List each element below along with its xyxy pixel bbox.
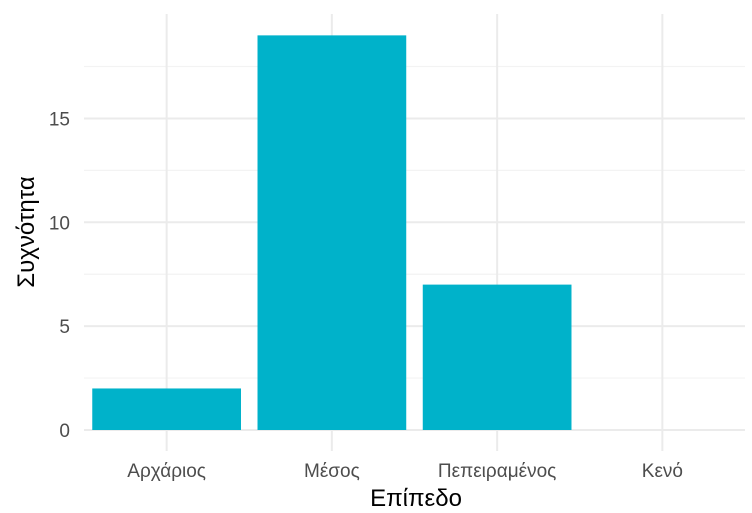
x-tick-labels: Αρχάριος Μέσος Πεπειραμένος Κενό xyxy=(127,461,683,482)
x-axis-title: Επίπεδο xyxy=(370,485,462,512)
bar-Αρχάριος xyxy=(92,388,241,430)
y-tick-labels: 0 5 10 15 xyxy=(49,109,70,442)
grid-lines xyxy=(84,14,745,451)
x-tick-label: Πεπειραμένος xyxy=(438,461,556,482)
y-tick-label: 5 xyxy=(59,317,70,338)
y-tick-label: 0 xyxy=(59,421,70,442)
y-axis-title: Συχνότητα xyxy=(13,176,40,288)
x-tick-label: Μέσος xyxy=(304,461,360,482)
y-tick-label: 10 xyxy=(49,213,70,234)
bar-Μέσος xyxy=(257,35,407,431)
y-tick-label: 15 xyxy=(49,109,70,130)
x-tick-label: Κενό xyxy=(642,461,683,482)
x-tick-label: Αρχάριος xyxy=(127,461,206,482)
bars xyxy=(92,35,572,431)
bar-Πεπειραμένος xyxy=(422,284,572,430)
